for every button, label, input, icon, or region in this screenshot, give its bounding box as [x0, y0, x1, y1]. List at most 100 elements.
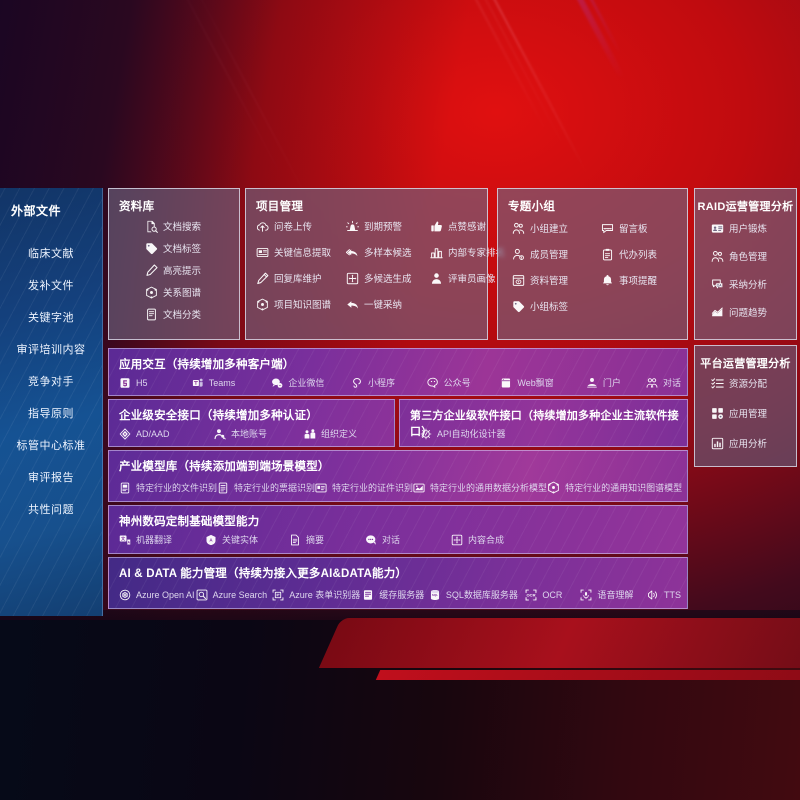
sidebar-item-review-report[interactable]: 审评报告	[28, 472, 74, 484]
web-window-icon	[500, 377, 512, 389]
menu-item-knowledge-graph[interactable]: 关系图谱	[145, 285, 201, 299]
menu-item-key-info-extraction[interactable]: 关键信息提取	[256, 245, 344, 259]
chip-label: 门户	[602, 378, 621, 388]
menu-item-role-management[interactable]: 角色管理	[711, 249, 767, 263]
api-gear-icon	[420, 428, 432, 440]
menu-item-app-management[interactable]: 应用管理	[711, 406, 767, 420]
menu-item-document-tag[interactable]: 文档标签	[145, 241, 201, 255]
panel-topic-group: 专题小组 小组建立 成员管理 资料管理 小组标签 留言板	[497, 188, 688, 340]
teams-icon	[192, 377, 204, 389]
chip-web-window[interactable]: Web飘窗	[500, 376, 585, 389]
svg-text:文: 文	[121, 535, 126, 542]
chip-wecom[interactable]: 企业微信	[271, 376, 351, 389]
chip-azure-openai[interactable]: Azure Open AI	[119, 589, 196, 601]
menu-item-group-tag[interactable]: 小组标签	[512, 299, 568, 313]
chip-local-account[interactable]: 本地账号	[214, 427, 304, 440]
chip-label: 摘要	[306, 535, 325, 545]
chip-org-definition[interactable]: 组织定义	[304, 427, 357, 440]
sidebar-item-review-training[interactable]: 审评培训内容	[16, 344, 86, 356]
extract-icon	[256, 246, 269, 259]
menu-item-multi-sample-candidates[interactable]: 多样本候选	[346, 245, 428, 259]
chip-label: 特定行业的文件识别	[136, 483, 218, 493]
chip-label: TTS	[664, 589, 682, 600]
menu-item-todo-list[interactable]: 代办列表	[601, 247, 657, 261]
chip-ocr[interactable]: OCR OCR	[525, 589, 580, 601]
chip-tts[interactable]: TTS	[647, 589, 681, 601]
chip-official-account[interactable]: 公众号	[427, 376, 501, 389]
chip-speech-understanding[interactable]: 语音理解	[580, 588, 647, 601]
menu-item-label: 关系图谱	[163, 288, 202, 299]
menu-item-reply-library-maintenance[interactable]: 回复库维护	[256, 271, 344, 285]
chip-miniprogram[interactable]: 小程序	[351, 376, 427, 389]
chip-h5[interactable]: H5	[119, 377, 192, 389]
menu-item-label: 问卷上传	[274, 222, 313, 233]
chip-azure-search[interactable]: Azure Search	[196, 589, 273, 601]
person-key-icon	[214, 428, 226, 440]
chip-key-entity[interactable]: A 关键实体	[205, 533, 289, 546]
menu-item-material-management[interactable]: 资料管理	[512, 273, 568, 287]
sidebar-item-keyword-pool[interactable]: 关键字池	[28, 312, 74, 324]
chip-form-recognizer[interactable]: Azure 表单识别器	[272, 588, 362, 601]
menu-item-event-reminder[interactable]: 事项提醒	[601, 273, 657, 287]
menu-item-reviewer-profile[interactable]: 评审员画像	[430, 271, 505, 285]
chip-label: 特定行业的票据识别	[234, 483, 316, 493]
menu-item-multi-candidate-generation[interactable]: 多候选生成	[346, 271, 428, 285]
menu-item-expiry-alert[interactable]: 到期预警	[346, 219, 428, 233]
background-ribbon	[375, 670, 800, 680]
menu-item-one-click-adopt[interactable]: 一键采纳	[346, 297, 428, 311]
panel-title: 项目管理	[256, 201, 304, 213]
chip-label: 本地账号	[231, 429, 268, 439]
menu-item-resource-allocation[interactable]: 资源分配	[711, 376, 767, 390]
panel-data-library: 资料库 文档搜索 文档标签 高亮提示 关系图谱 文档分类	[108, 188, 240, 340]
sidebar-item-competitors[interactable]: 竞争对手	[28, 376, 74, 388]
chip-content-synthesis[interactable]: 内容合成	[451, 533, 504, 546]
chip-summary[interactable]: 摘要	[289, 533, 365, 546]
menu-item-highlight[interactable]: 高亮提示	[145, 263, 201, 277]
chip-receipt-recognition[interactable]: 特定行业的票据识别	[217, 481, 315, 494]
menu-item-project-knowledge-graph[interactable]: 项目知识图谱	[256, 297, 344, 311]
sidebar-item-clinical-literature[interactable]: 临床文献	[28, 248, 74, 260]
chip-knowledge-graph-model[interactable]: 特定行业的通用知识图谱模型	[547, 481, 682, 494]
menu-item-document-classification[interactable]: 文档分类	[145, 307, 201, 321]
chip-data-analysis-model[interactable]: 特定行业的通用数据分析模型	[413, 481, 547, 494]
chip-portal[interactable]: 门户	[586, 376, 646, 389]
menu-item-label: 事项提醒	[619, 276, 658, 287]
panel-title: RAID运营管理分析	[697, 201, 794, 213]
menu-item-issue-trend[interactable]: 问题趋势	[711, 305, 767, 319]
chip-cache-server[interactable]: 缓存服务器	[362, 588, 429, 601]
chip-ad-aad[interactable]: AD/AAD	[119, 427, 214, 440]
menu-item-label: 高亮提示	[163, 266, 202, 277]
sidebar-item-common-issues[interactable]: 共性问题	[28, 504, 74, 516]
chip-sql-database[interactable]: SQL SQL数据库服务器	[429, 588, 526, 601]
sidebar-item-guidelines[interactable]: 指导原则	[28, 408, 74, 420]
panel-title: 专题小组	[508, 201, 556, 213]
menu-item-internal-expert-ranking[interactable]: 内部专家排名	[430, 245, 505, 259]
menu-item-document-search[interactable]: 文档搜索	[145, 219, 201, 233]
chip-dialog[interactable]: 对话	[646, 376, 681, 389]
chip-teams[interactable]: Teams	[192, 377, 272, 389]
menu-item-app-analysis[interactable]: 应用分析	[711, 436, 767, 450]
menu-item-questionnaire-upload[interactable]: 问卷上传	[256, 219, 344, 233]
chip-file-recognition[interactable]: 特定行业的文件识别	[119, 481, 217, 494]
chip-id-recognition[interactable]: 特定行业的证件识别	[315, 481, 413, 494]
highlighter-icon	[145, 263, 158, 277]
chip-label: 缓存服务器	[379, 590, 425, 600]
sidebar-item-supplement-files[interactable]: 发补文件	[28, 280, 74, 292]
bar-enterprise-security-api: 企业级安全接口（持续增加多种认证） AD/AAD 本地账号 组织定义	[108, 399, 395, 447]
menu-item-thumbs-up-thanks[interactable]: 点赞感谢	[430, 219, 505, 233]
menu-item-group-create[interactable]: 小组建立	[512, 221, 568, 235]
menu-item-adoption-analysis[interactable]: QA 采纳分析	[711, 277, 767, 291]
menu-item-member-management[interactable]: 成员管理	[512, 247, 568, 261]
chip-dialogue[interactable]: 对话	[365, 533, 451, 546]
sidebar-item-standards-center[interactable]: 标管中心标准	[16, 440, 86, 452]
chip-label: SQL数据库服务器	[445, 590, 518, 600]
receipt-icon	[217, 482, 229, 494]
chip-label: Web飘窗	[517, 378, 554, 388]
id-card-icon	[711, 222, 724, 235]
menu-item-user-training[interactable]: 用户锻炼	[711, 221, 767, 235]
graph-icon	[145, 286, 158, 299]
menu-item-message-board[interactable]: 留言板	[601, 221, 657, 235]
chip-api-designer[interactable]: API自动化设计器	[420, 427, 506, 440]
